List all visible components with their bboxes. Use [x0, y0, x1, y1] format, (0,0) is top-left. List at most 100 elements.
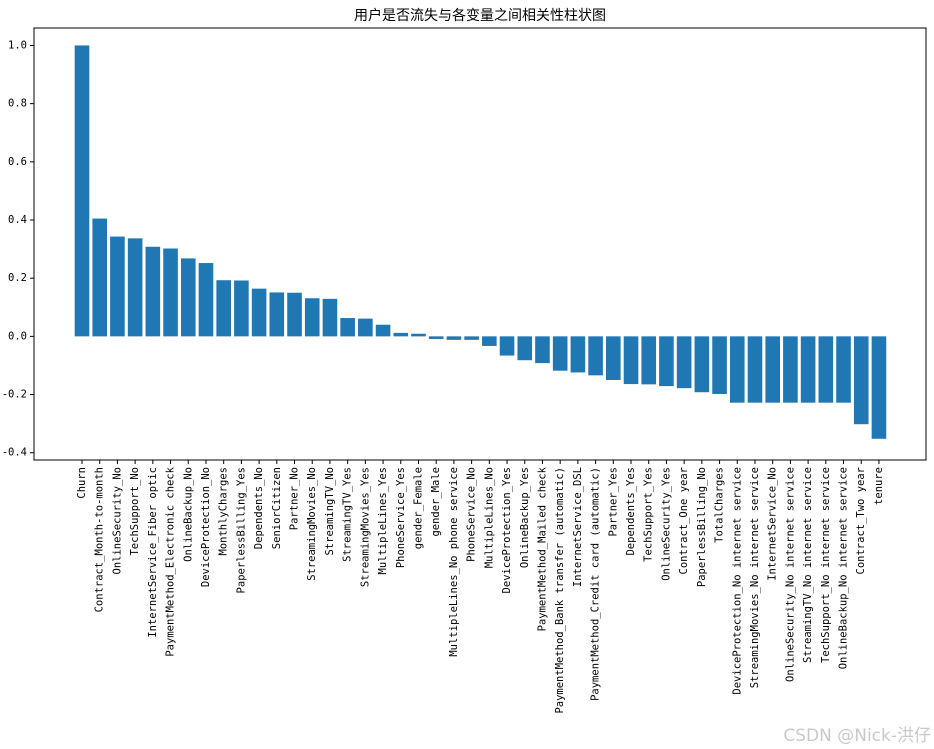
x-tick-label: InternetService_DSL: [572, 467, 584, 587]
bar: [92, 218, 108, 337]
bar: [623, 336, 639, 385]
x-tick-label: PaperlessBilling_Yes: [235, 467, 247, 593]
bar: [428, 336, 444, 339]
bar: [145, 246, 161, 337]
bar: [163, 248, 178, 337]
x-tick-label: tenure: [873, 467, 885, 505]
x-tick-label: PaperlessBilling_No: [696, 467, 708, 587]
x-tick-label: Churn: [76, 467, 88, 499]
bar: [74, 45, 90, 337]
bar: [836, 336, 851, 403]
x-tick-label: OnlineBackup_No internet service: [838, 467, 850, 669]
y-tick-label: -0.4: [2, 447, 27, 459]
bar: [694, 336, 710, 393]
bar: [606, 336, 621, 380]
bar: [464, 336, 479, 340]
bar: [198, 263, 214, 337]
x-tick-label: SeniorCitizen: [271, 467, 283, 549]
x-tick-label: Partner_Yes: [607, 467, 619, 537]
x-tick-label: DeviceProtection_No internet service: [731, 467, 743, 695]
x-tick-label: Dependents_Yes: [625, 467, 637, 556]
bar: [322, 298, 338, 337]
bar: [180, 258, 196, 337]
x-tick-label: PhoneService_Yes: [395, 467, 407, 568]
bar: [641, 336, 657, 385]
bar: [234, 280, 249, 337]
y-tick-label: -0.2: [2, 389, 27, 401]
y-tick-label: 0.6: [8, 156, 27, 168]
bar: [304, 298, 320, 337]
bar: [375, 324, 391, 337]
x-tick-label: PaymentMethod_Credit card (automatic): [590, 467, 602, 701]
x-tick-label: MultipleLines_No: [483, 467, 495, 568]
bar: [287, 292, 302, 337]
x-tick-label: TechSupport_Yes: [643, 467, 655, 562]
x-tick-label: StreamingMovies_Yes: [359, 467, 371, 587]
x-tick-label: OnlineBackup_Yes: [519, 467, 531, 568]
bar: [251, 288, 267, 337]
bar: [340, 318, 355, 337]
x-tick-label: TechSupport_No: [129, 467, 141, 556]
bar: [712, 336, 727, 394]
x-tick-label: PaymentMethod_Mailed check: [536, 466, 548, 631]
bar: [517, 336, 533, 361]
chart-title: 用户是否流失与各变量之间相关性柱状图: [354, 7, 606, 24]
x-tick-label: gender_Male: [430, 467, 442, 537]
x-tick-label: Dependents_No: [253, 467, 265, 549]
y-tick-label: 0.8: [8, 98, 27, 110]
x-tick-label: InternetService_Fiber optic: [147, 467, 159, 638]
bar: [535, 336, 550, 364]
bar: [499, 336, 515, 356]
x-tick-label: InternetService_No: [767, 467, 779, 581]
bar: [110, 236, 125, 337]
bar: [659, 336, 674, 387]
y-axis: 1.0 0.8 0.6 0.4 0.2 0.0 -0.2 -0.4: [2, 39, 34, 459]
bar: [552, 336, 568, 371]
bar: [127, 238, 143, 337]
bar: [446, 336, 462, 340]
bar: [482, 336, 497, 346]
x-tick-label: MultipleLines_Yes: [377, 467, 389, 574]
x-tick-label: Contract_Two year: [855, 467, 867, 574]
x-tick-label: MonthlyCharges: [218, 467, 230, 556]
bar: [800, 336, 816, 403]
y-tick-label: 1.0: [8, 39, 27, 51]
x-tick-label: PaymentMethod_Bank transfer (automatic): [554, 467, 566, 714]
bar: [729, 336, 745, 403]
bar: [783, 336, 798, 403]
bar: [588, 336, 603, 376]
x-tick-label: Contract_One year: [678, 467, 690, 574]
x-tick-label: StreamingTV_Yes: [342, 467, 354, 562]
x-tick-label: TechSupport_No internet service: [820, 467, 832, 663]
bar: [570, 336, 586, 373]
axes-frame: [33, 27, 927, 461]
x-tick-label: OnlineSecurity_No: [111, 467, 123, 574]
x-tick-label: PhoneService_No: [466, 467, 478, 562]
bar: [853, 336, 869, 425]
x-tick-label: Contract_Month-to-month: [94, 467, 106, 612]
bar: [765, 336, 780, 403]
x-axis: Churn Contract_Month-to-month OnlineSecuri…: [76, 460, 885, 714]
x-tick-label: OnlineBackup_No: [182, 467, 194, 562]
x-tick-label: DeviceProtection_No: [200, 467, 212, 587]
plot-spines: [33, 27, 927, 461]
x-tick-label: PaymentMethod_Electronic check: [165, 466, 177, 656]
watermark: CSDN @Nick-洪仔: [783, 726, 931, 746]
bar: [269, 292, 285, 337]
y-tick-label: 0.2: [8, 272, 27, 284]
bar: [216, 280, 231, 337]
bar: [393, 332, 409, 337]
x-tick-label: DeviceProtection_Yes: [501, 467, 513, 593]
bar: [358, 318, 373, 337]
x-tick-label: StreamingTV_No: [324, 467, 336, 556]
x-tick-label: OnlineSecurity_No internet service: [784, 467, 796, 682]
bar: [871, 336, 887, 439]
bar: [818, 336, 834, 403]
x-tick-label: StreamingMovies_No: [306, 467, 318, 581]
bar: [676, 336, 692, 389]
bar: [411, 333, 426, 337]
x-tick-label: StreamingTV_No internet service: [802, 467, 814, 663]
x-tick-label: MultipleLines_No phone service: [448, 467, 460, 657]
